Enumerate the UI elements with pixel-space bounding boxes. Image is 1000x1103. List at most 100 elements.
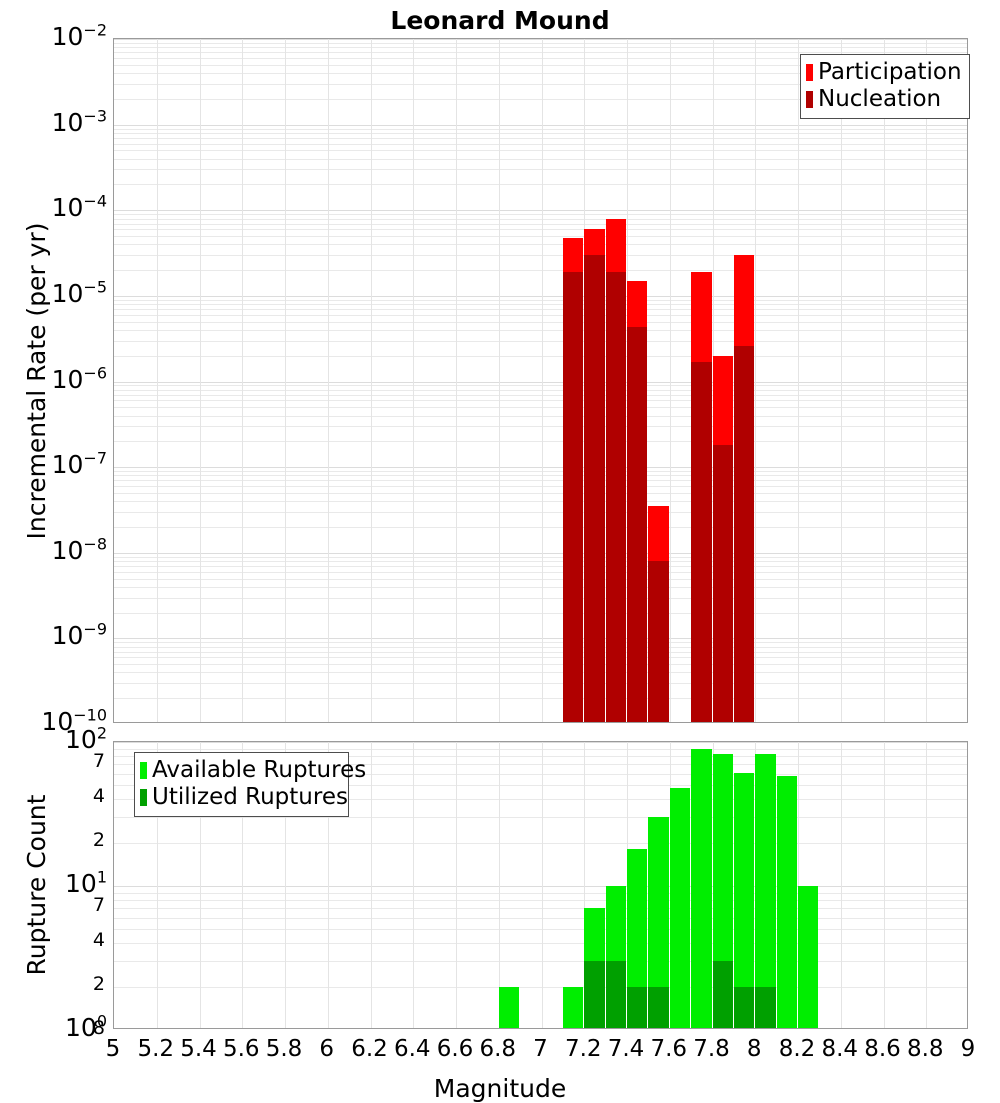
gridline-vertical: [456, 39, 457, 722]
page-title: Leonard Mound: [390, 6, 610, 35]
gridline-minor: [114, 52, 967, 54]
gridline-minor: [114, 340, 967, 342]
gridline-minor: [114, 64, 967, 66]
x-tick: 6.2: [351, 1036, 388, 1062]
bar-available-ruptures: [627, 849, 648, 1028]
bottom-y-minor-tick: 2: [92, 828, 105, 851]
gridline-major: [114, 467, 967, 469]
bottom-y-minor-tick: 4: [92, 785, 105, 808]
gridline-minor: [114, 561, 967, 563]
bar-utilized-ruptures: [733, 986, 755, 1028]
gridline-minor: [114, 486, 967, 488]
gridline-minor: [114, 355, 967, 357]
bottom-legend: Available Ruptures Utilized Ruptures: [134, 752, 366, 817]
gridline-minor: [114, 556, 967, 558]
x-tick: 8.2: [778, 1036, 816, 1062]
bottom-y-minor-tick: 7: [92, 750, 105, 773]
bar-available-ruptures: [798, 886, 819, 1028]
x-tick: 5.8: [265, 1036, 303, 1062]
legend-item-participation: Participation: [806, 59, 962, 86]
gridline-minor: [114, 799, 967, 801]
bottom-y-minor-tick: 7: [92, 894, 105, 917]
gridline-minor: [114, 218, 967, 220]
gridline-minor: [114, 150, 967, 152]
gridline-minor: [114, 612, 967, 614]
gridline-vertical: [199, 742, 201, 1028]
gridline-minor: [114, 526, 967, 528]
x-tick: 6: [319, 1036, 335, 1062]
x-tick: 8.4: [821, 1036, 859, 1062]
x-tick: 8.8: [906, 1036, 944, 1062]
gridline-minor: [114, 480, 967, 482]
bar-available-ruptures: [712, 753, 733, 1028]
x-tick: 7.8: [693, 1036, 730, 1062]
gridline-major: [114, 638, 967, 640]
gridline-minor: [114, 184, 967, 186]
gridline-vertical: [541, 742, 543, 1028]
top-y-tick: 10−10: [41, 705, 107, 736]
bar-nucleation: [691, 361, 712, 722]
gridline-minor: [114, 169, 967, 171]
gridline-minor: [114, 698, 967, 700]
bar-nucleation: [648, 561, 669, 722]
gridline-major: [114, 742, 967, 743]
bar-nucleation: [605, 272, 626, 722]
bar-nucleation: [712, 445, 733, 722]
gridline-major: [114, 124, 967, 126]
gridline-minor: [114, 407, 967, 409]
gridline-vertical: [199, 39, 201, 722]
gridline-vertical: [498, 742, 500, 1028]
gridline-minor: [114, 385, 967, 387]
bar-nucleation: [733, 345, 755, 722]
x-tick: 6.4: [393, 1036, 431, 1062]
gridline-vertical: [413, 742, 415, 1028]
bar-available-ruptures: [562, 986, 584, 1028]
gridline-vertical: [926, 39, 928, 722]
gridline-vertical: [840, 39, 842, 722]
gridline-minor: [114, 128, 967, 130]
bar-available-ruptures: [669, 787, 691, 1028]
gridline-minor: [114, 917, 967, 919]
x-axis-label: Magnitude: [433, 1074, 567, 1103]
gridline-minor: [114, 441, 967, 443]
bottom-y-axis-label: Rupture Count: [22, 794, 51, 976]
top-y-tick: 10−8: [51, 534, 107, 565]
x-tick: 8: [746, 1036, 762, 1062]
gridline-major: [114, 210, 967, 212]
bar-nucleation: [562, 272, 584, 722]
gridline-minor: [114, 578, 967, 580]
gridline-minor: [114, 389, 967, 391]
gridline-vertical: [798, 742, 799, 1028]
gridline-minor: [114, 651, 967, 653]
gridline-minor: [114, 566, 967, 567]
participation-color-swatch: [806, 64, 813, 81]
bottom-y-tick: 100: [65, 1011, 107, 1042]
gridline-minor: [114, 683, 967, 685]
bar-utilized-ruptures: [712, 961, 733, 1028]
gridline-minor: [114, 137, 967, 139]
gridline-vertical: [156, 39, 158, 722]
gridline-major: [114, 381, 967, 383]
legend-label-utilized-ruptures: Utilized Ruptures: [152, 784, 348, 810]
gridline-vertical: [370, 39, 372, 722]
gridline-minor: [114, 244, 967, 246]
gridline-minor: [114, 57, 967, 59]
gridline-minor: [114, 943, 967, 945]
bar-available-ruptures: [776, 776, 797, 1028]
nucleation-color-swatch: [806, 91, 813, 108]
x-tick: 7.4: [607, 1036, 645, 1062]
bottom-y-minor-tick: 4: [92, 929, 105, 952]
gridline-minor: [114, 304, 967, 306]
bottom-y-tick: 101: [65, 867, 107, 898]
bar-available-ruptures: [498, 986, 520, 1028]
bottom-y-tick: 102: [65, 723, 107, 754]
gridline-minor: [114, 314, 967, 316]
x-tick: 5.6: [222, 1036, 260, 1062]
gridline-minor: [114, 892, 967, 894]
gridline-major: [114, 552, 967, 554]
x-tick: 5: [105, 1036, 121, 1062]
gridline-minor: [114, 73, 967, 75]
top-legend: Participation Nucleation: [800, 54, 970, 119]
gridline-vertical: [242, 742, 244, 1028]
